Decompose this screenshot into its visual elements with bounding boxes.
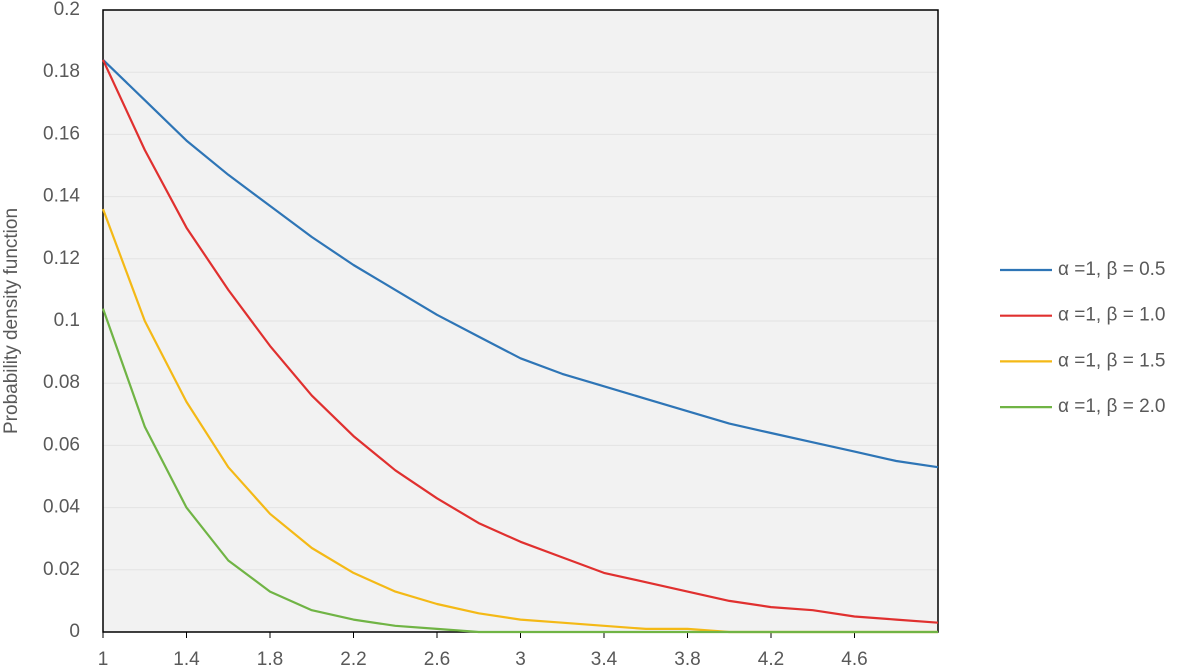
series-line xyxy=(101,308,938,634)
y-tick-label: 0.12 xyxy=(43,248,80,269)
y-tick-label: 0 xyxy=(69,621,80,642)
x-tick-label: 1.8 xyxy=(257,649,283,670)
legend-label: α =1, β = 0.5 xyxy=(1058,259,1165,280)
x-tick-label: 3.8 xyxy=(674,649,700,670)
y-axis-label: Probability density function xyxy=(1,208,22,434)
x-tick-label: 2.6 xyxy=(424,649,450,670)
y-tick-label: 0.2 xyxy=(54,0,80,20)
legend-label: α =1, β = 1.5 xyxy=(1058,350,1165,371)
legend-label: α =1, β = 2.0 xyxy=(1058,396,1165,417)
y-tick-label: 0.16 xyxy=(43,123,80,144)
x-tick-label: 4.2 xyxy=(758,649,784,670)
x-tick-label: 3.4 xyxy=(591,649,618,670)
x-tick-label: 1 xyxy=(98,649,109,670)
y-tick-label: 0.04 xyxy=(43,497,80,518)
y-tick-label: 0.14 xyxy=(43,186,80,207)
y-tick-label: 0.1 xyxy=(54,310,80,331)
legend-label: α =1, β = 1.0 xyxy=(1058,305,1165,326)
y-tick-label: 0.02 xyxy=(43,559,80,580)
series-line xyxy=(102,59,939,624)
x-tick-label: 4.6 xyxy=(841,649,867,670)
x-tick-label: 3 xyxy=(515,649,526,670)
series-line xyxy=(102,59,939,469)
x-tick-label: 1.4 xyxy=(173,649,200,670)
y-tick-label: 0.06 xyxy=(43,434,80,455)
y-tick-label: 0.08 xyxy=(43,372,80,393)
y-tick-label: 0.18 xyxy=(43,61,80,82)
x-tick-label: 2.2 xyxy=(340,649,366,670)
